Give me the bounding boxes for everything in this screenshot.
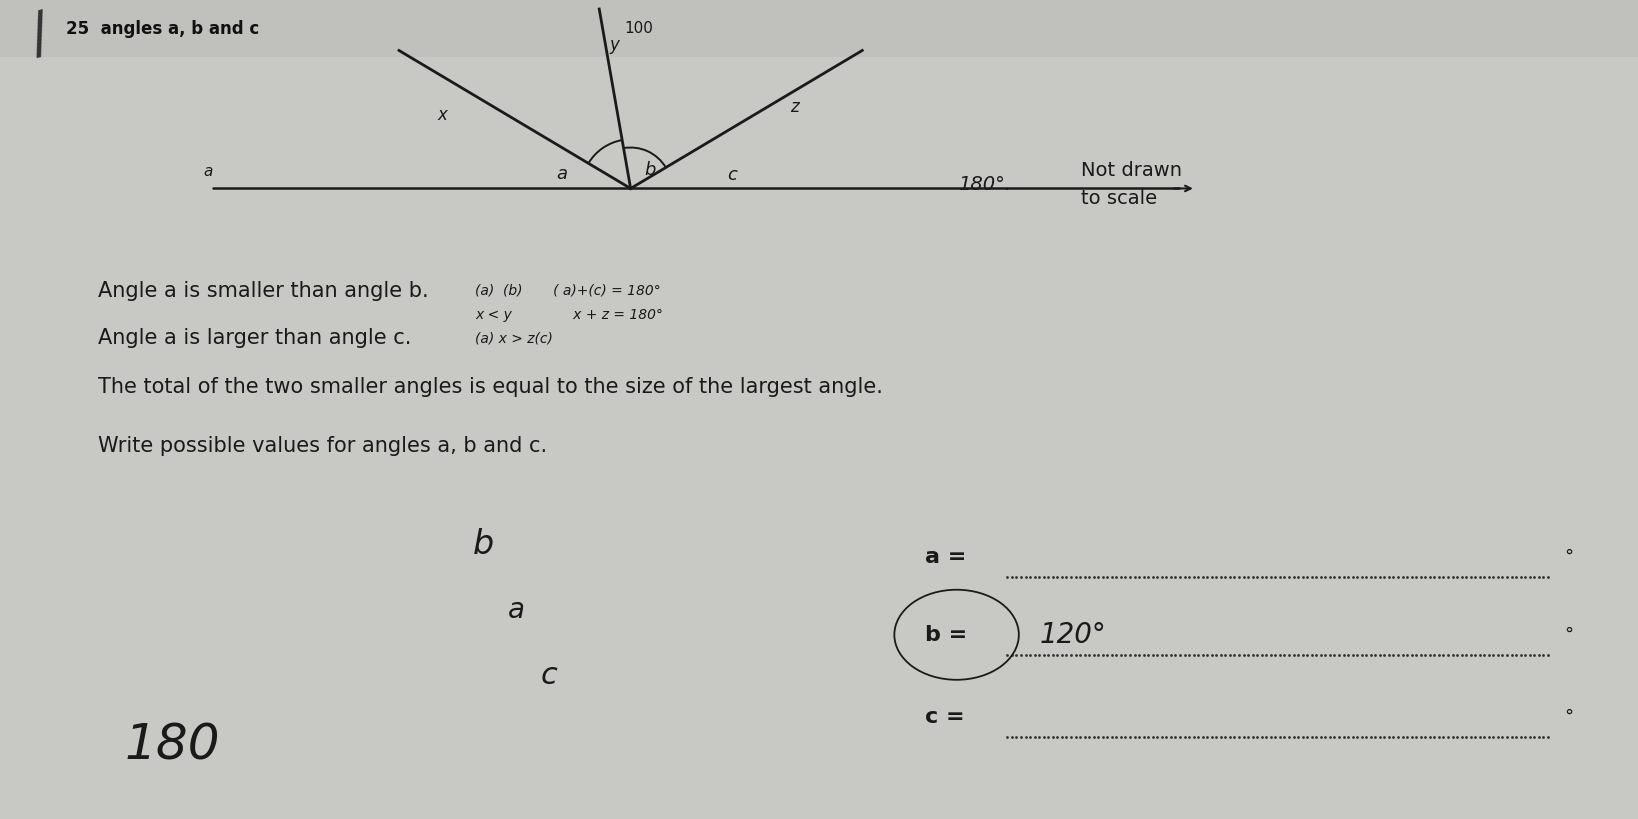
Text: z: z [790, 97, 799, 115]
Text: c =: c = [925, 707, 965, 726]
Text: °: ° [1564, 626, 1574, 644]
FancyBboxPatch shape [0, 0, 1638, 57]
Text: Angle a is larger than angle c.: Angle a is larger than angle c. [98, 328, 411, 348]
Text: x: x [437, 106, 447, 124]
Text: b: b [645, 161, 655, 179]
Text: b =: b = [925, 625, 968, 645]
Text: °: ° [1564, 548, 1574, 566]
Text: a: a [557, 165, 567, 183]
Text: 180°.: 180°. [958, 175, 1011, 194]
Text: °: ° [1564, 708, 1574, 726]
Text: 100: 100 [624, 21, 654, 36]
Text: b: b [473, 528, 493, 561]
Text: Write possible values for angles a, b and c.: Write possible values for angles a, b an… [98, 437, 547, 456]
Text: a =: a = [925, 547, 966, 567]
Text: Angle a is smaller than angle b.: Angle a is smaller than angle b. [98, 281, 429, 301]
Text: c: c [727, 166, 737, 184]
Text: (a)  (b)       ( a)+(c) = 180°: (a) (b) ( a)+(c) = 180° [475, 284, 660, 298]
Text: The total of the two smaller angles is equal to the size of the largest angle.: The total of the two smaller angles is e… [98, 377, 883, 396]
Text: 25  angles a, b and c: 25 angles a, b and c [66, 20, 259, 38]
Text: 180: 180 [124, 722, 219, 769]
Text: y: y [609, 36, 619, 54]
Text: Not drawn
to scale: Not drawn to scale [1081, 161, 1183, 208]
Text: a: a [203, 164, 213, 179]
Text: a: a [508, 596, 524, 624]
Text: (a) x > z(c): (a) x > z(c) [475, 332, 554, 346]
Text: c: c [541, 661, 557, 690]
Text: ∕: ∕ [25, 8, 57, 66]
Text: x < y              x + z = 180°: x < y x + z = 180° [475, 309, 663, 323]
Text: 120°: 120° [1040, 621, 1107, 649]
